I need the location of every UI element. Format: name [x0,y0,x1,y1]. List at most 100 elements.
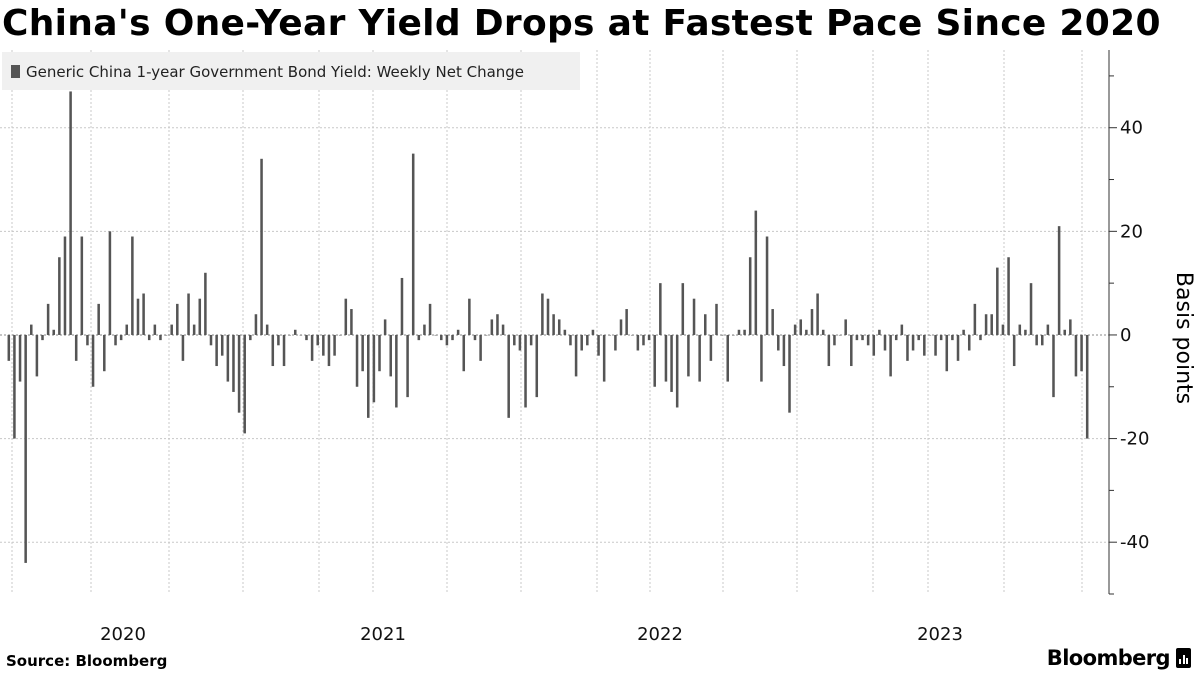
legend: Generic China 1-year Government Bond Yie… [2,52,580,90]
bar [793,324,797,335]
bar-series [7,91,1089,563]
bar [395,334,398,408]
bar [52,329,56,335]
bar [1012,334,1016,367]
bar [355,334,359,387]
bar [535,334,539,398]
bar [552,314,555,335]
bar [164,334,168,336]
bar [243,334,246,434]
bar [586,334,589,346]
bar [732,334,735,336]
bar [1035,334,1038,346]
brand-name: Bloomberg [1046,646,1171,670]
bar [872,334,876,356]
bar [782,334,786,367]
bar [855,334,859,341]
bar [372,334,376,403]
bar [1085,334,1089,439]
y-axis-title: Basis points [1171,272,1196,404]
x-tick-label: 2021 [360,624,406,645]
bar [187,293,190,335]
bar [642,334,645,346]
bar [479,334,482,361]
bar [990,314,993,335]
bar [608,334,612,336]
x-tick-label: 2022 [637,624,683,645]
bar [951,334,954,341]
bar [928,334,932,336]
bar [254,314,258,335]
bar [726,334,729,382]
bar [805,329,808,335]
y-tick-label: 0 [1120,325,1131,346]
brand-logo: Bloomberg [1047,646,1191,670]
bar [333,334,336,356]
bar [271,334,275,367]
bar [911,334,915,351]
bar [996,267,999,335]
bar [1052,334,1055,398]
bar [866,334,870,346]
bar [799,319,803,335]
bar [681,283,685,335]
y-tick-label: -20 [1120,429,1149,450]
bar [473,334,477,341]
bar [1007,257,1010,335]
bar [58,257,61,335]
bar [771,309,774,335]
bar [350,309,353,335]
bar [541,293,544,335]
bar [338,334,342,336]
bar [984,314,988,335]
bar [1041,334,1044,346]
bar [86,334,89,346]
bar [962,329,965,335]
bar [827,334,831,367]
bar [501,324,505,335]
bar [305,334,308,341]
bar [192,324,196,335]
bar [934,334,937,356]
bar [226,334,230,382]
bar [30,324,33,335]
y-axis: 40 20 0 -20 -40 [1108,50,1149,595]
bar [1080,334,1083,372]
bar [844,319,847,335]
bar [906,334,909,361]
bar [967,334,971,351]
bar [108,231,112,335]
bar [18,334,22,382]
bar [1001,324,1005,335]
bar [277,334,280,346]
bar [720,334,724,336]
bar [956,334,960,361]
bar [406,334,409,398]
bar [484,334,488,336]
bar [788,334,791,413]
bar [704,314,707,335]
bar [114,334,117,346]
bar [529,334,533,346]
bar [945,334,949,372]
bar [979,334,982,341]
bar [816,293,819,335]
bar [265,324,269,335]
bar [821,329,825,335]
y-tick-label: 20 [1120,221,1143,242]
bar [675,334,679,408]
bar [670,334,673,392]
bar [434,334,437,336]
bar [765,236,769,335]
bloomberg-chart-icon [1176,648,1191,668]
bar [209,334,213,346]
gridlines [0,50,1109,594]
x-axis: 2020 2021 2022 2023 [100,624,963,645]
bar [136,298,140,335]
bar [344,298,348,335]
bar [850,334,853,367]
bar [889,334,892,377]
bar [97,303,100,335]
bar [1057,226,1061,335]
bar [445,334,449,346]
